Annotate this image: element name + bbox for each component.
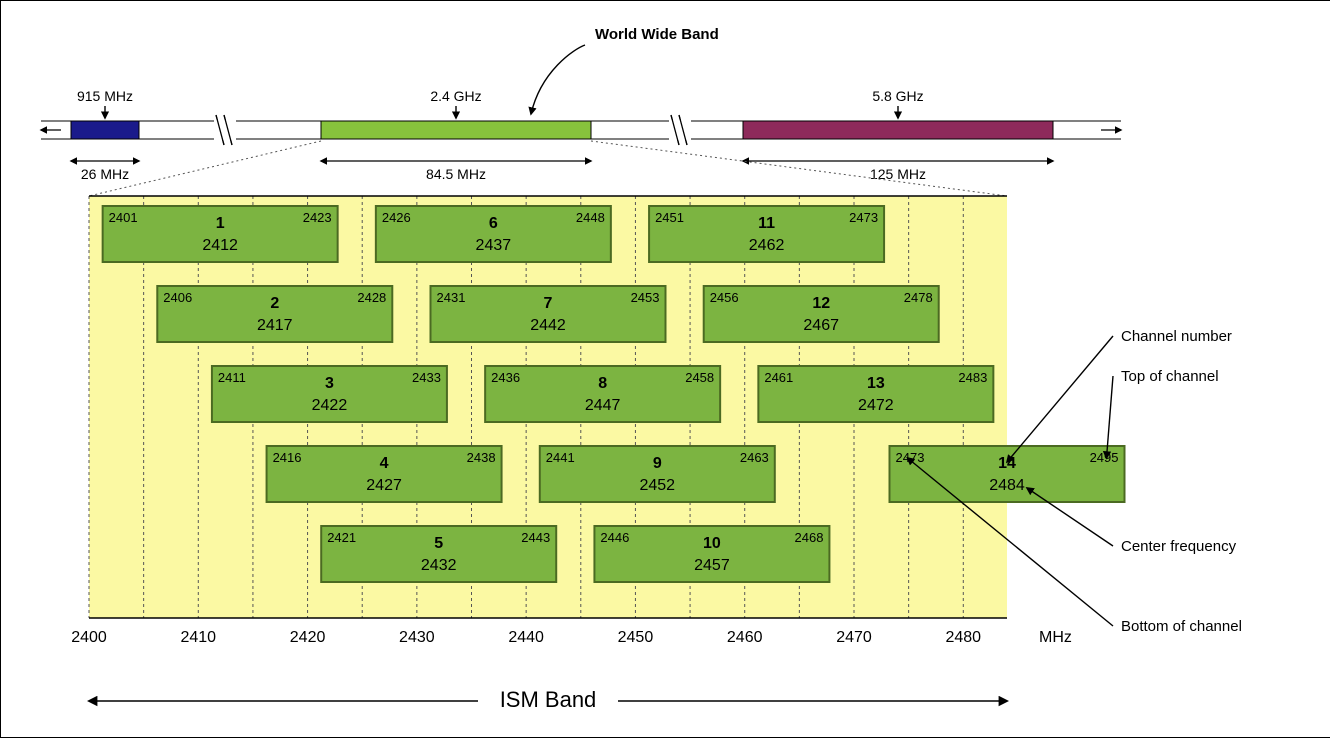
channel-center-1: 2412	[202, 237, 238, 254]
band-top-label-band58: 5.8 GHz	[872, 88, 923, 104]
xtick-2450: 2450	[618, 629, 654, 646]
axis-break-gap-1	[669, 120, 691, 140]
xtick-2470: 2470	[836, 629, 872, 646]
xtick-2480: 2480	[945, 629, 981, 646]
channel-hi-2: 2428	[357, 290, 386, 305]
channel-number-3: 3	[325, 375, 334, 392]
band-bottom-label-band24: 84.5 MHz	[426, 166, 486, 182]
channel-hi-14: 2495	[1090, 450, 1119, 465]
xtick-2400: 2400	[71, 629, 107, 646]
channel-number-11: 11	[758, 215, 775, 232]
callout-label-top_of_channel: Top of channel	[1121, 368, 1219, 385]
channel-lo-11: 2451	[655, 210, 684, 225]
channel-hi-13: 2483	[958, 370, 987, 385]
channel-number-5: 5	[434, 535, 443, 552]
channel-lo-5: 2421	[327, 530, 356, 545]
channel-lo-6: 2426	[382, 210, 411, 225]
channel-lo-12: 2456	[710, 290, 739, 305]
channel-number-4: 4	[380, 455, 389, 472]
xtick-2430: 2430	[399, 629, 435, 646]
channel-number-14: 14	[998, 455, 1016, 472]
channel-center-7: 2442	[530, 317, 566, 334]
channel-lo-4: 2416	[273, 450, 302, 465]
channel-center-14: 2484	[989, 477, 1025, 494]
xtick-2440: 2440	[508, 629, 544, 646]
band-segment-band58	[743, 121, 1053, 139]
channel-hi-11: 2473	[849, 210, 878, 225]
xtick-2420: 2420	[290, 629, 326, 646]
channel-hi-8: 2458	[685, 370, 714, 385]
channel-center-10: 2457	[694, 557, 730, 574]
band-segment-band24	[321, 121, 591, 139]
channel-number-13: 13	[867, 375, 885, 392]
channel-lo-10: 2446	[600, 530, 629, 545]
channel-hi-12: 2478	[904, 290, 933, 305]
ism-band-label: ISM Band	[500, 687, 597, 712]
channel-number-6: 6	[489, 215, 498, 232]
channel-center-2: 2417	[257, 317, 293, 334]
world-wide-band-label: World Wide Band	[595, 26, 719, 43]
channel-number-10: 10	[703, 535, 721, 552]
callout-label-channel_number: Channel number	[1121, 328, 1232, 345]
band-bottom-label-band58: 125 MHz	[870, 166, 926, 182]
band-top-label-band24: 2.4 GHz	[430, 88, 481, 104]
diagram-root: 915 MHz26 MHz2.4 GHz84.5 MHz5.8 GHz125 M…	[0, 0, 1330, 738]
channel-center-8: 2447	[585, 397, 621, 414]
xtick-2410: 2410	[180, 629, 216, 646]
channel-hi-3: 2433	[412, 370, 441, 385]
channel-number-7: 7	[544, 295, 553, 312]
channel-hi-10: 2468	[795, 530, 824, 545]
band-bottom-label-band915: 26 MHz	[81, 166, 129, 182]
channel-center-5: 2432	[421, 557, 457, 574]
channel-number-1: 1	[216, 215, 225, 232]
channel-center-11: 2462	[749, 237, 785, 254]
callout-arrow-channel_number	[1007, 336, 1113, 462]
channel-center-3: 2422	[312, 397, 348, 414]
callout-label-bottom_of_channel: Bottom of channel	[1121, 618, 1242, 635]
channel-center-6: 2437	[476, 237, 512, 254]
channel-number-8: 8	[598, 375, 607, 392]
xtick-2460: 2460	[727, 629, 763, 646]
channel-lo-13: 2461	[764, 370, 793, 385]
channel-number-12: 12	[812, 295, 830, 312]
channel-lo-7: 2431	[437, 290, 466, 305]
channel-hi-6: 2448	[576, 210, 605, 225]
channel-number-9: 9	[653, 455, 662, 472]
channel-center-12: 2467	[803, 317, 839, 334]
channel-lo-14: 2473	[896, 450, 925, 465]
band-segment-band915	[71, 121, 139, 139]
zoom-guide-right	[591, 141, 1007, 196]
channel-lo-3: 2411	[218, 370, 246, 385]
channel-lo-2: 2406	[163, 290, 192, 305]
channel-hi-9: 2463	[740, 450, 769, 465]
channel-lo-1: 2401	[109, 210, 138, 225]
channel-number-2: 2	[270, 295, 279, 312]
diagram-svg: 915 MHz26 MHz2.4 GHz84.5 MHz5.8 GHz125 M…	[1, 1, 1330, 737]
channel-hi-7: 2453	[631, 290, 660, 305]
channel-hi-5: 2443	[521, 530, 550, 545]
axis-break-gap-0	[214, 120, 236, 140]
channel-hi-1: 2423	[303, 210, 332, 225]
axis-unit-label: MHz	[1039, 629, 1072, 646]
world-wide-band-arrow	[531, 45, 585, 114]
channel-center-4: 2427	[366, 477, 402, 494]
channel-center-13: 2472	[858, 397, 894, 414]
channel-lo-8: 2436	[491, 370, 520, 385]
band-top-label-band915: 915 MHz	[77, 88, 133, 104]
channel-center-9: 2452	[639, 477, 675, 494]
channel-lo-9: 2441	[546, 450, 575, 465]
callout-label-center_frequency: Center frequency	[1121, 538, 1237, 555]
channel-hi-4: 2438	[467, 450, 496, 465]
